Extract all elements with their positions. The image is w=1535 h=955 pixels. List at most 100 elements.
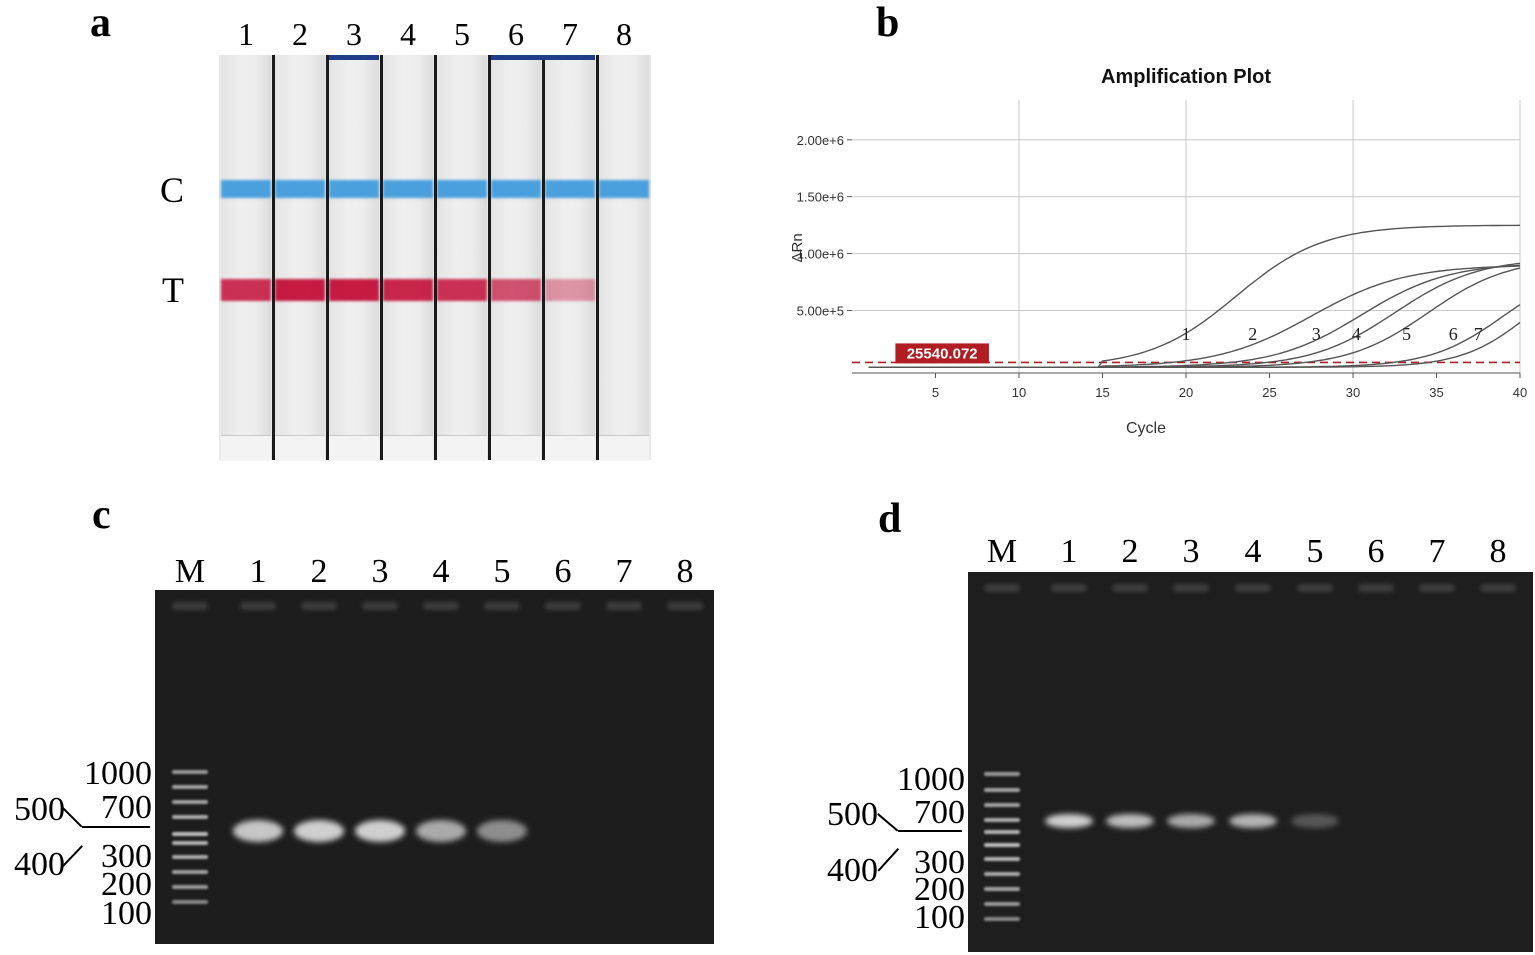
gel-well bbox=[1235, 584, 1271, 592]
x-tick-label: 35 bbox=[1429, 385, 1443, 400]
strip-pad bbox=[491, 435, 541, 461]
control-band bbox=[221, 180, 271, 198]
gel-image bbox=[155, 590, 714, 944]
test-band bbox=[329, 279, 379, 301]
sample-band-3 bbox=[1167, 814, 1215, 828]
test-strip-4 bbox=[383, 55, 433, 461]
gel-well bbox=[1419, 584, 1455, 592]
lane-label-6: 6 bbox=[508, 16, 524, 52]
marker-size-1000: 1000 bbox=[897, 761, 965, 798]
gel-lane-label-1: 1 bbox=[1060, 533, 1078, 570]
sample-band-4 bbox=[416, 820, 466, 842]
gel-well bbox=[1112, 584, 1148, 592]
y-tick-label: 1.00e+6 bbox=[797, 247, 844, 262]
curve-label-7: 7 bbox=[1474, 324, 1483, 344]
control-band bbox=[491, 180, 541, 198]
ladder-band bbox=[172, 855, 208, 859]
gel-well bbox=[240, 602, 276, 610]
gel-lane-label-7: 7 bbox=[1428, 533, 1446, 570]
sample-band-1 bbox=[233, 820, 283, 842]
gel-well bbox=[1297, 584, 1333, 592]
gel-well bbox=[423, 602, 459, 610]
y-tick-label: 5.00e+5 bbox=[797, 303, 844, 318]
gel-well bbox=[301, 602, 337, 610]
control-band bbox=[545, 180, 595, 198]
ladder-band bbox=[984, 902, 1020, 906]
gel-well bbox=[1173, 584, 1209, 592]
marker-label-500: 500 bbox=[827, 796, 878, 833]
test-strip-3 bbox=[329, 55, 379, 461]
lane-label-2: 2 bbox=[292, 16, 308, 52]
strip-divider bbox=[541, 55, 545, 460]
ladder-band bbox=[984, 857, 1020, 861]
panel-b-label: b bbox=[876, 0, 900, 46]
ladder-band bbox=[172, 870, 208, 874]
ladder-band bbox=[172, 841, 208, 845]
threshold-value: 25540.072 bbox=[907, 345, 978, 362]
gel-lane-label-4: 4 bbox=[1244, 533, 1262, 570]
sample-band-3 bbox=[355, 820, 405, 842]
x-tick-label: 40 bbox=[1513, 385, 1527, 400]
lane-label-8: 8 bbox=[616, 16, 632, 52]
gel-lane-label-8: 8 bbox=[676, 553, 694, 590]
control-band bbox=[383, 180, 433, 198]
test-strip-5 bbox=[437, 55, 487, 461]
x-tick-label: 10 bbox=[1012, 385, 1026, 400]
x-axis-label: Cycle bbox=[1126, 420, 1166, 437]
control-line-label: C bbox=[160, 170, 185, 210]
gel-well bbox=[362, 602, 398, 610]
gel-well bbox=[545, 602, 581, 610]
panel-d-label: d bbox=[878, 496, 902, 542]
sample-band-5 bbox=[1291, 814, 1339, 828]
marker-size-300: 300 bbox=[101, 838, 152, 875]
gel-well bbox=[484, 602, 520, 610]
x-tick-label: 20 bbox=[1179, 385, 1193, 400]
test-strip-8 bbox=[599, 55, 649, 461]
gel-lane-label-6: 6 bbox=[554, 553, 572, 590]
lateral-flow-strips bbox=[219, 55, 651, 461]
ladder-band bbox=[984, 872, 1020, 876]
curve-label-4: 4 bbox=[1352, 324, 1361, 344]
marker-label-400: 400 bbox=[827, 852, 878, 889]
marker-label-500: 500 bbox=[14, 791, 65, 828]
y-tick-label: 2.00e+6 bbox=[797, 133, 844, 148]
gel-lane-label-8: 8 bbox=[1489, 533, 1507, 570]
test-band bbox=[491, 279, 541, 301]
gel-well bbox=[667, 602, 703, 610]
ladder-band bbox=[984, 788, 1020, 792]
curve-label-2: 2 bbox=[1248, 324, 1257, 344]
marker-size-700: 700 bbox=[101, 789, 152, 826]
x-tick-label: 5 bbox=[932, 385, 939, 400]
marker-size-1000: 1000 bbox=[84, 755, 152, 792]
sample-band-2 bbox=[1106, 814, 1154, 828]
sample-band-4 bbox=[1229, 814, 1277, 828]
strip-pad bbox=[545, 435, 595, 461]
gel-lane-label-1: 1 bbox=[249, 553, 267, 590]
ladder-band bbox=[984, 803, 1020, 807]
lane-label-7: 7 bbox=[562, 16, 578, 52]
ladder-band bbox=[984, 830, 1020, 834]
strip-pad bbox=[275, 435, 325, 461]
sample-band-1 bbox=[1045, 814, 1093, 828]
ladder-band bbox=[172, 900, 208, 904]
ladder-band bbox=[984, 843, 1020, 847]
gel-well bbox=[172, 602, 208, 610]
curve-label-6: 6 bbox=[1449, 324, 1458, 344]
strip-pad bbox=[221, 435, 271, 461]
strip-pad bbox=[599, 435, 649, 461]
marker-label-400: 400 bbox=[14, 846, 65, 883]
gel-lane-label-6: 6 bbox=[1367, 533, 1385, 570]
strip-pad bbox=[329, 435, 379, 461]
lane-label-3: 3 bbox=[346, 16, 362, 52]
strip-pad bbox=[437, 435, 487, 461]
ladder-band bbox=[172, 770, 208, 774]
ladder-band bbox=[984, 772, 1020, 776]
gel-lane-label-3: 3 bbox=[371, 553, 389, 590]
gel-lane-label-5: 5 bbox=[493, 553, 511, 590]
gel-lane-label-M: M bbox=[986, 533, 1018, 570]
strip-divider bbox=[325, 55, 329, 460]
marker-size-300: 300 bbox=[914, 844, 965, 881]
curve-label-3: 3 bbox=[1312, 324, 1321, 344]
gel-lane-label-2: 2 bbox=[1121, 533, 1139, 570]
